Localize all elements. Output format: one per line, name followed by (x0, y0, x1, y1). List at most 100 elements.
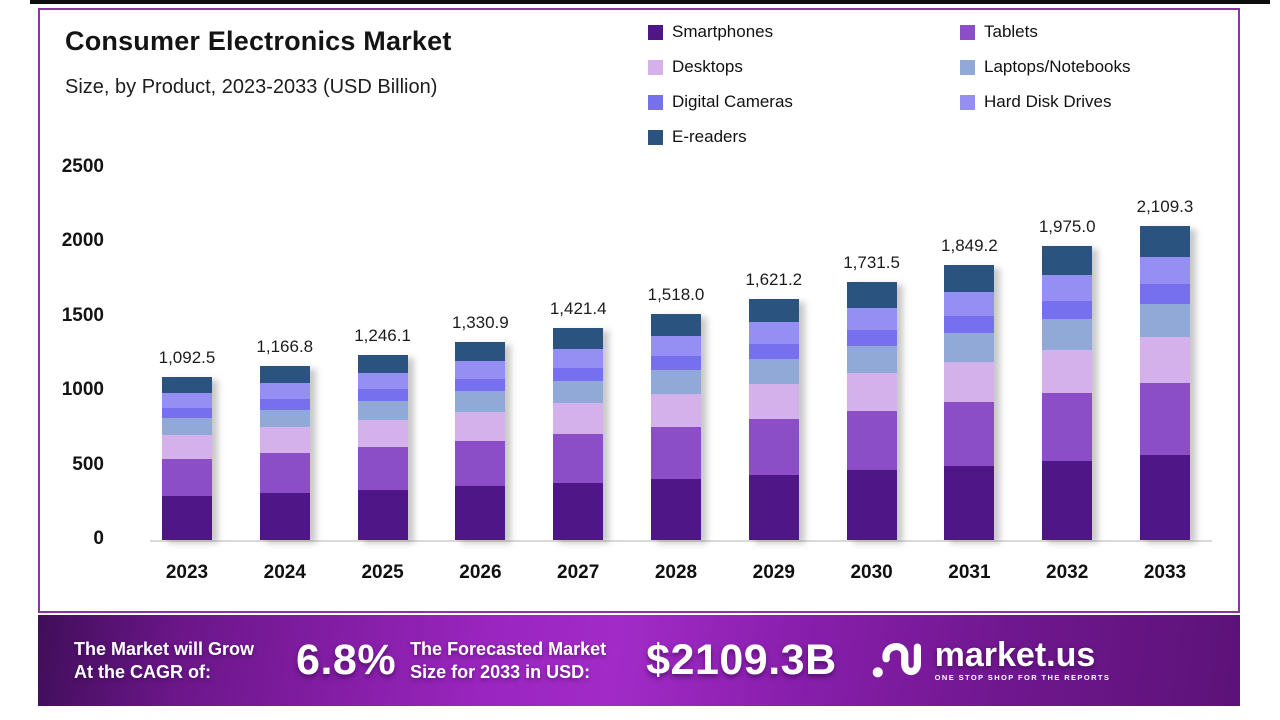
bar-segment-tablets-2031 (944, 402, 995, 466)
bar-segment-digital-cameras-2028 (651, 356, 701, 371)
legend-item-hard-disk-drives: Hard Disk Drives (960, 92, 1131, 112)
bar-segment-hard-disk-drives-2032 (1042, 274, 1093, 301)
bar-segment-digital-cameras-2033 (1140, 284, 1190, 305)
bar-segment-digital-cameras-2024 (259, 398, 310, 410)
bar-segment-desktops-2030 (846, 373, 897, 412)
bar-segment-hard-disk-drives-2028 (651, 336, 701, 357)
bar-segment-desktops-2025 (357, 419, 408, 448)
legend-item-laptops-notebooks: Laptops/Notebooks (960, 57, 1131, 77)
bar-segment-smartphones-2028 (651, 478, 701, 540)
legend-label: E-readers (672, 127, 747, 146)
bar-total-label-2033: 2,109.3 (1136, 197, 1194, 217)
brand-name: market.us (934, 636, 1096, 674)
bar-segment-tablets-2032 (1042, 393, 1093, 461)
legend-item-e-readers: E-readers (648, 127, 960, 147)
bar-2024 (259, 366, 310, 540)
bar-2027 (553, 328, 604, 540)
bar-segment-smartphones-2026 (455, 486, 506, 540)
stacked-bar-chart: 0 500 1000 1500 2000 2500 1,092.5 2023 1,166.8 20… (61, 156, 1212, 583)
legend-swatch-icon (648, 129, 663, 145)
x-axis-label-2024: 2024 (263, 562, 306, 583)
bar-2032 (1042, 246, 1093, 540)
y-axis-tick-1000: 1000 (61, 379, 104, 401)
bar-segment-laptops-notebooks-2027 (553, 381, 604, 403)
bar-segment-digital-cameras-2031 (944, 315, 995, 334)
bar-segment-digital-cameras-2025 (357, 389, 408, 401)
bar-segment-smartphones-2031 (944, 465, 995, 540)
bar-segment-desktops-2026 (455, 411, 506, 441)
bar-segment-hard-disk-drives-2030 (846, 307, 897, 331)
bar-total-label-2028: 1,518.0 (647, 285, 705, 305)
bar-segment-desktops-2024 (259, 427, 310, 454)
legend-swatch-icon (960, 24, 975, 40)
bar-segment-tablets-2025 (357, 447, 408, 490)
bar-segment-laptops-notebooks-2028 (651, 370, 701, 394)
x-axis-label-2033: 2033 (1143, 562, 1187, 583)
bar-segment-hard-disk-drives-2023 (162, 393, 212, 408)
bar-segment-smartphones-2027 (553, 482, 604, 540)
bar-segment-digital-cameras-2026 (455, 378, 506, 392)
bar-segment-e-readers-2027 (553, 328, 604, 350)
bar-segment-e-readers-2023 (162, 377, 212, 394)
bar-segment-hard-disk-drives-2033 (1140, 256, 1190, 285)
bar-2033 (1140, 226, 1190, 540)
screenshot-top-border (30, 0, 1270, 4)
bar-segment-laptops-notebooks-2026 (455, 391, 506, 412)
bar-total-label-2030: 1,731.5 (843, 253, 900, 273)
bar-segment-laptops-notebooks-2023 (162, 417, 212, 435)
bar-total-label-2024: 1,166.8 (256, 337, 314, 357)
bar-segment-desktops-2023 (162, 434, 212, 459)
bar-segment-laptops-notebooks-2032 (1042, 319, 1093, 350)
legend-item-tablets: Tablets (960, 22, 1131, 42)
page-subtitle: Size, by Product, 2023-2033 (USD Billion… (65, 76, 438, 98)
bar-segment-e-readers-2029 (748, 298, 799, 323)
bar-segment-digital-cameras-2030 (846, 330, 897, 347)
bar-segment-e-readers-2033 (1140, 226, 1190, 257)
legend-item-desktops: Desktops (648, 57, 960, 77)
bar-segment-desktops-2029 (748, 383, 799, 420)
bar-segment-tablets-2028 (651, 427, 701, 479)
x-axis-label-2031: 2031 (948, 562, 991, 583)
bar-segment-laptops-notebooks-2024 (259, 409, 310, 428)
bar-segment-digital-cameras-2027 (553, 367, 604, 382)
bar-total-label-2025: 1,246.1 (354, 325, 411, 345)
y-axis-tick-2000: 2000 (61, 230, 104, 252)
bar-segment-hard-disk-drives-2024 (259, 383, 310, 399)
bar-segment-tablets-2029 (748, 419, 799, 475)
bar-segment-smartphones-2030 (846, 470, 897, 540)
bar-total-label-2023: 1,092.5 (158, 348, 216, 368)
bar-segment-e-readers-2030 (846, 282, 897, 308)
forecast-value: $2109.3B (646, 636, 837, 684)
bar-2023 (162, 377, 212, 540)
legend-item-digital-cameras: Digital Cameras (648, 92, 960, 112)
x-axis-label-2026: 2026 (459, 562, 502, 583)
x-axis-line (150, 540, 1212, 542)
forecast-label: The Forecasted Market Size for 2033 in U… (410, 638, 607, 682)
bar-total-label-2029: 1,621.2 (745, 269, 803, 289)
bar-segment-digital-cameras-2023 (162, 407, 212, 418)
x-axis-label-2030: 2030 (850, 562, 893, 583)
bar-segment-smartphones-2032 (1042, 460, 1093, 540)
bar-segment-tablets-2023 (162, 458, 212, 497)
legend-label: Tablets (984, 22, 1038, 41)
bar-2028 (651, 314, 701, 540)
bar-segment-laptops-notebooks-2025 (357, 400, 408, 420)
bar-segment-smartphones-2029 (748, 474, 799, 540)
chart-legend: Smartphones Tablets Desktops Laptops/Notebo… (648, 22, 1131, 147)
bar-total-label-2031: 1,849.2 (941, 235, 998, 255)
bar-segment-e-readers-2032 (1042, 246, 1093, 275)
bar-total-label-2027: 1,421.4 (549, 299, 607, 319)
bar-2026 (455, 341, 506, 540)
bar-segment-tablets-2033 (1140, 383, 1190, 456)
legend-swatch-icon (648, 24, 663, 40)
x-axis-label-2023: 2023 (165, 562, 209, 583)
bar-segment-desktops-2028 (651, 393, 701, 428)
bar-segment-e-readers-2031 (944, 264, 995, 292)
bar-segment-smartphones-2033 (1140, 455, 1190, 540)
bar-2025 (357, 354, 408, 540)
bar-segment-digital-cameras-2029 (748, 343, 799, 359)
legend-swatch-icon (960, 94, 975, 110)
market-us-logo-icon (871, 635, 925, 686)
bar-segment-desktops-2033 (1140, 336, 1190, 384)
page-title: Consumer Electronics Market (65, 26, 452, 56)
